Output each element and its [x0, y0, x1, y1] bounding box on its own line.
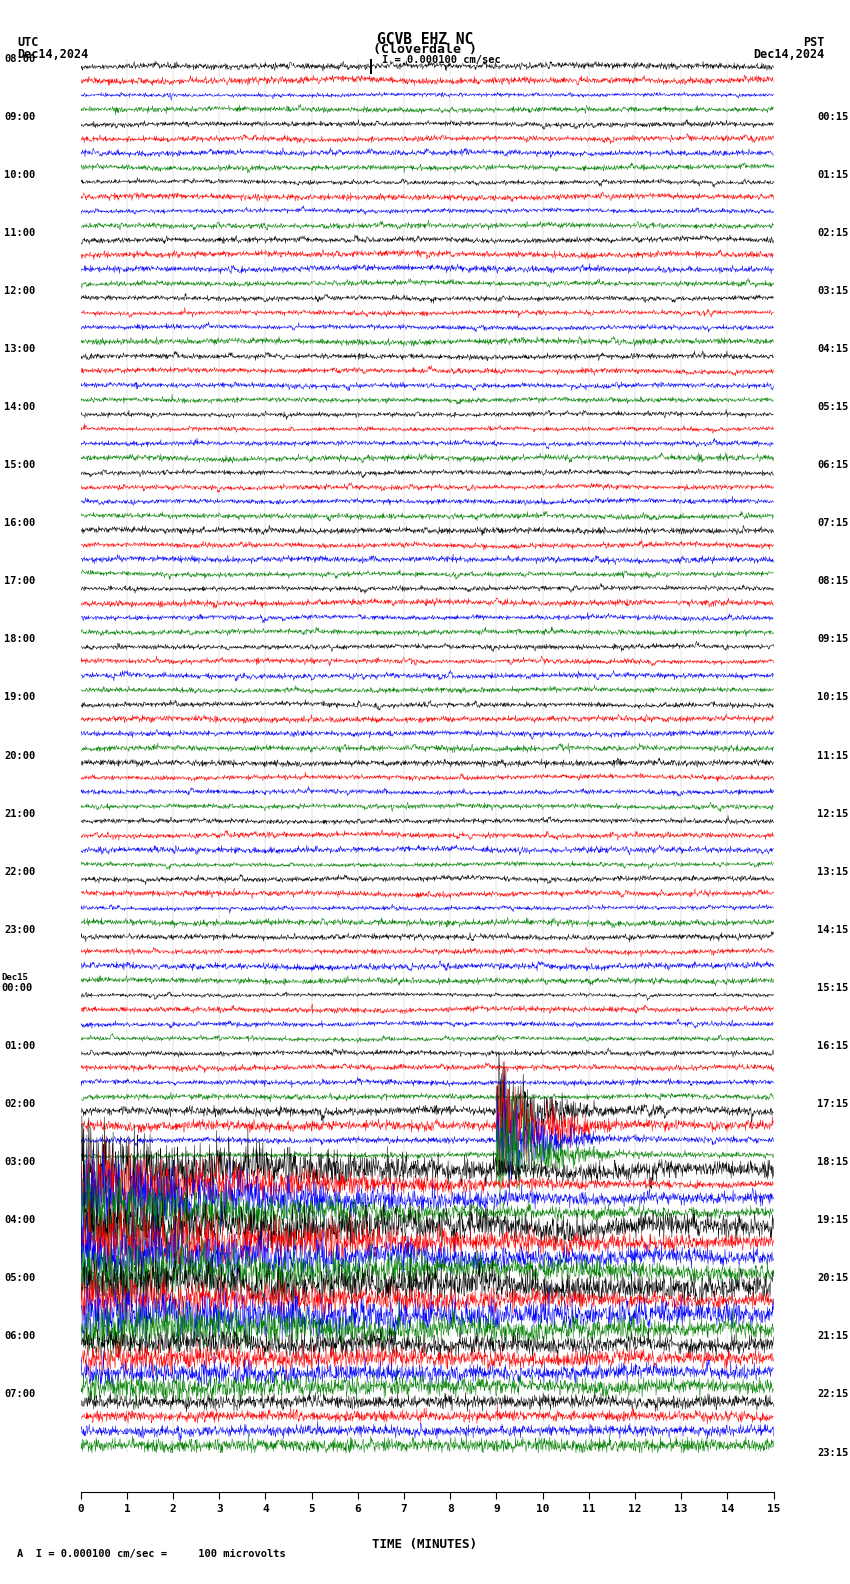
Text: 16:00: 16:00 [4, 518, 36, 527]
Text: 04:15: 04:15 [817, 344, 848, 353]
Text: 02:00: 02:00 [4, 1099, 36, 1109]
Text: 06:00: 06:00 [4, 1332, 36, 1342]
Text: 22:00: 22:00 [4, 866, 36, 876]
Text: 10:15: 10:15 [817, 692, 848, 702]
Text: 15:00: 15:00 [4, 461, 36, 470]
Text: 07:15: 07:15 [817, 518, 848, 527]
Text: 05:00: 05:00 [4, 1274, 36, 1283]
Text: 07:00: 07:00 [4, 1389, 36, 1399]
Text: 13:15: 13:15 [817, 866, 848, 876]
Text: 21:00: 21:00 [4, 809, 36, 819]
Text: 13:00: 13:00 [4, 344, 36, 353]
Text: 18:00: 18:00 [4, 635, 36, 645]
Text: 03:15: 03:15 [817, 287, 848, 296]
Text: (Cloverdale ): (Cloverdale ) [373, 43, 477, 55]
Text: 02:15: 02:15 [817, 228, 848, 238]
Text: 21:15: 21:15 [817, 1332, 848, 1342]
Text: 00:15: 00:15 [817, 112, 848, 122]
Text: 08:15: 08:15 [817, 577, 848, 586]
Text: 20:00: 20:00 [4, 751, 36, 760]
Text: 23:00: 23:00 [4, 925, 36, 935]
Text: PST: PST [803, 36, 824, 49]
Text: 05:15: 05:15 [817, 402, 848, 412]
Text: 20:15: 20:15 [817, 1274, 848, 1283]
Text: 11:00: 11:00 [4, 228, 36, 238]
Text: A  I = 0.000100 cm/sec =     100 microvolts: A I = 0.000100 cm/sec = 100 microvolts [17, 1549, 286, 1559]
Text: 14:00: 14:00 [4, 402, 36, 412]
Text: GCVB EHZ NC: GCVB EHZ NC [377, 32, 473, 46]
Text: 01:15: 01:15 [817, 169, 848, 179]
Text: 15:15: 15:15 [817, 984, 848, 993]
Text: I = 0.000100 cm/sec: I = 0.000100 cm/sec [382, 55, 501, 65]
Text: 04:00: 04:00 [4, 1215, 36, 1224]
Text: 22:15: 22:15 [817, 1389, 848, 1399]
Text: 09:00: 09:00 [4, 112, 36, 122]
Text: 08:00: 08:00 [4, 54, 36, 63]
Text: Dec14,2024: Dec14,2024 [753, 48, 824, 60]
Text: 12:15: 12:15 [817, 809, 848, 819]
Text: 17:00: 17:00 [4, 577, 36, 586]
Text: 14:15: 14:15 [817, 925, 848, 935]
Text: 19:15: 19:15 [817, 1215, 848, 1224]
Text: UTC: UTC [17, 36, 38, 49]
Text: 00:00: 00:00 [2, 984, 33, 993]
Text: 19:00: 19:00 [4, 692, 36, 702]
Text: 03:00: 03:00 [4, 1158, 36, 1167]
Text: 11:15: 11:15 [817, 751, 848, 760]
Text: 17:15: 17:15 [817, 1099, 848, 1109]
Text: 18:15: 18:15 [817, 1158, 848, 1167]
Text: Dec14,2024: Dec14,2024 [17, 48, 88, 60]
Text: 06:15: 06:15 [817, 461, 848, 470]
Text: 16:15: 16:15 [817, 1041, 848, 1050]
Text: 23:15: 23:15 [817, 1448, 848, 1457]
Text: 12:00: 12:00 [4, 287, 36, 296]
Text: Dec15: Dec15 [2, 973, 29, 982]
Text: 01:00: 01:00 [4, 1041, 36, 1050]
Text: 09:15: 09:15 [817, 635, 848, 645]
Text: TIME (MINUTES): TIME (MINUTES) [372, 1538, 478, 1551]
Text: 10:00: 10:00 [4, 169, 36, 179]
